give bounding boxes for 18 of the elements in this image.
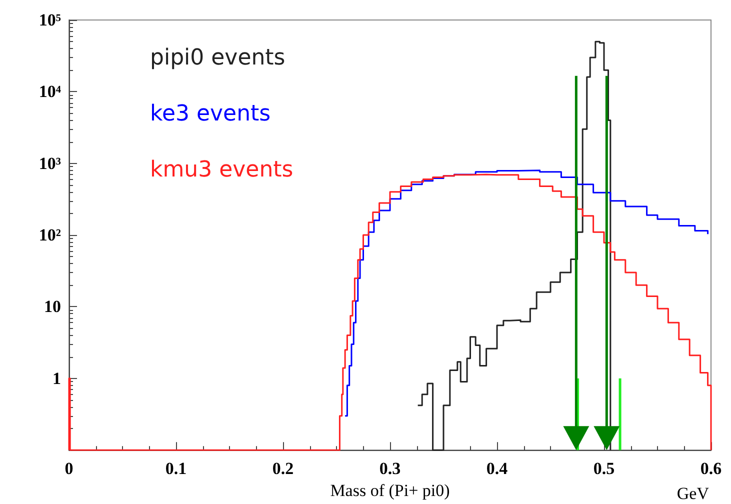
- y-tick-label: 10⁵: [38, 10, 61, 30]
- text: GeV: [676, 484, 710, 503]
- x-tick-label: 0: [64, 459, 74, 478]
- text: pipi0 events: [150, 46, 286, 70]
- text: ke3 events: [150, 102, 271, 126]
- y-tick-label: 10³: [38, 154, 61, 173]
- x-tick-label: 0.4: [486, 459, 508, 478]
- y-tick-label: 10: [44, 297, 61, 316]
- x-tick-label: 0.2: [272, 459, 294, 478]
- y-tick-label: 10²: [38, 226, 61, 245]
- y-tick-label: 10⁴: [38, 82, 61, 102]
- x-tick-label: 0.5: [593, 459, 615, 478]
- text: kmu3 events: [150, 158, 294, 182]
- x-tick-label: 0.1: [165, 459, 187, 478]
- x-tick-label: 0.6: [700, 459, 722, 478]
- x-tick-label: 0.3: [379, 459, 401, 478]
- x-axis-title: Mass of (Pi+ pi0): [330, 481, 450, 500]
- y-tick-label: 1: [52, 368, 61, 388]
